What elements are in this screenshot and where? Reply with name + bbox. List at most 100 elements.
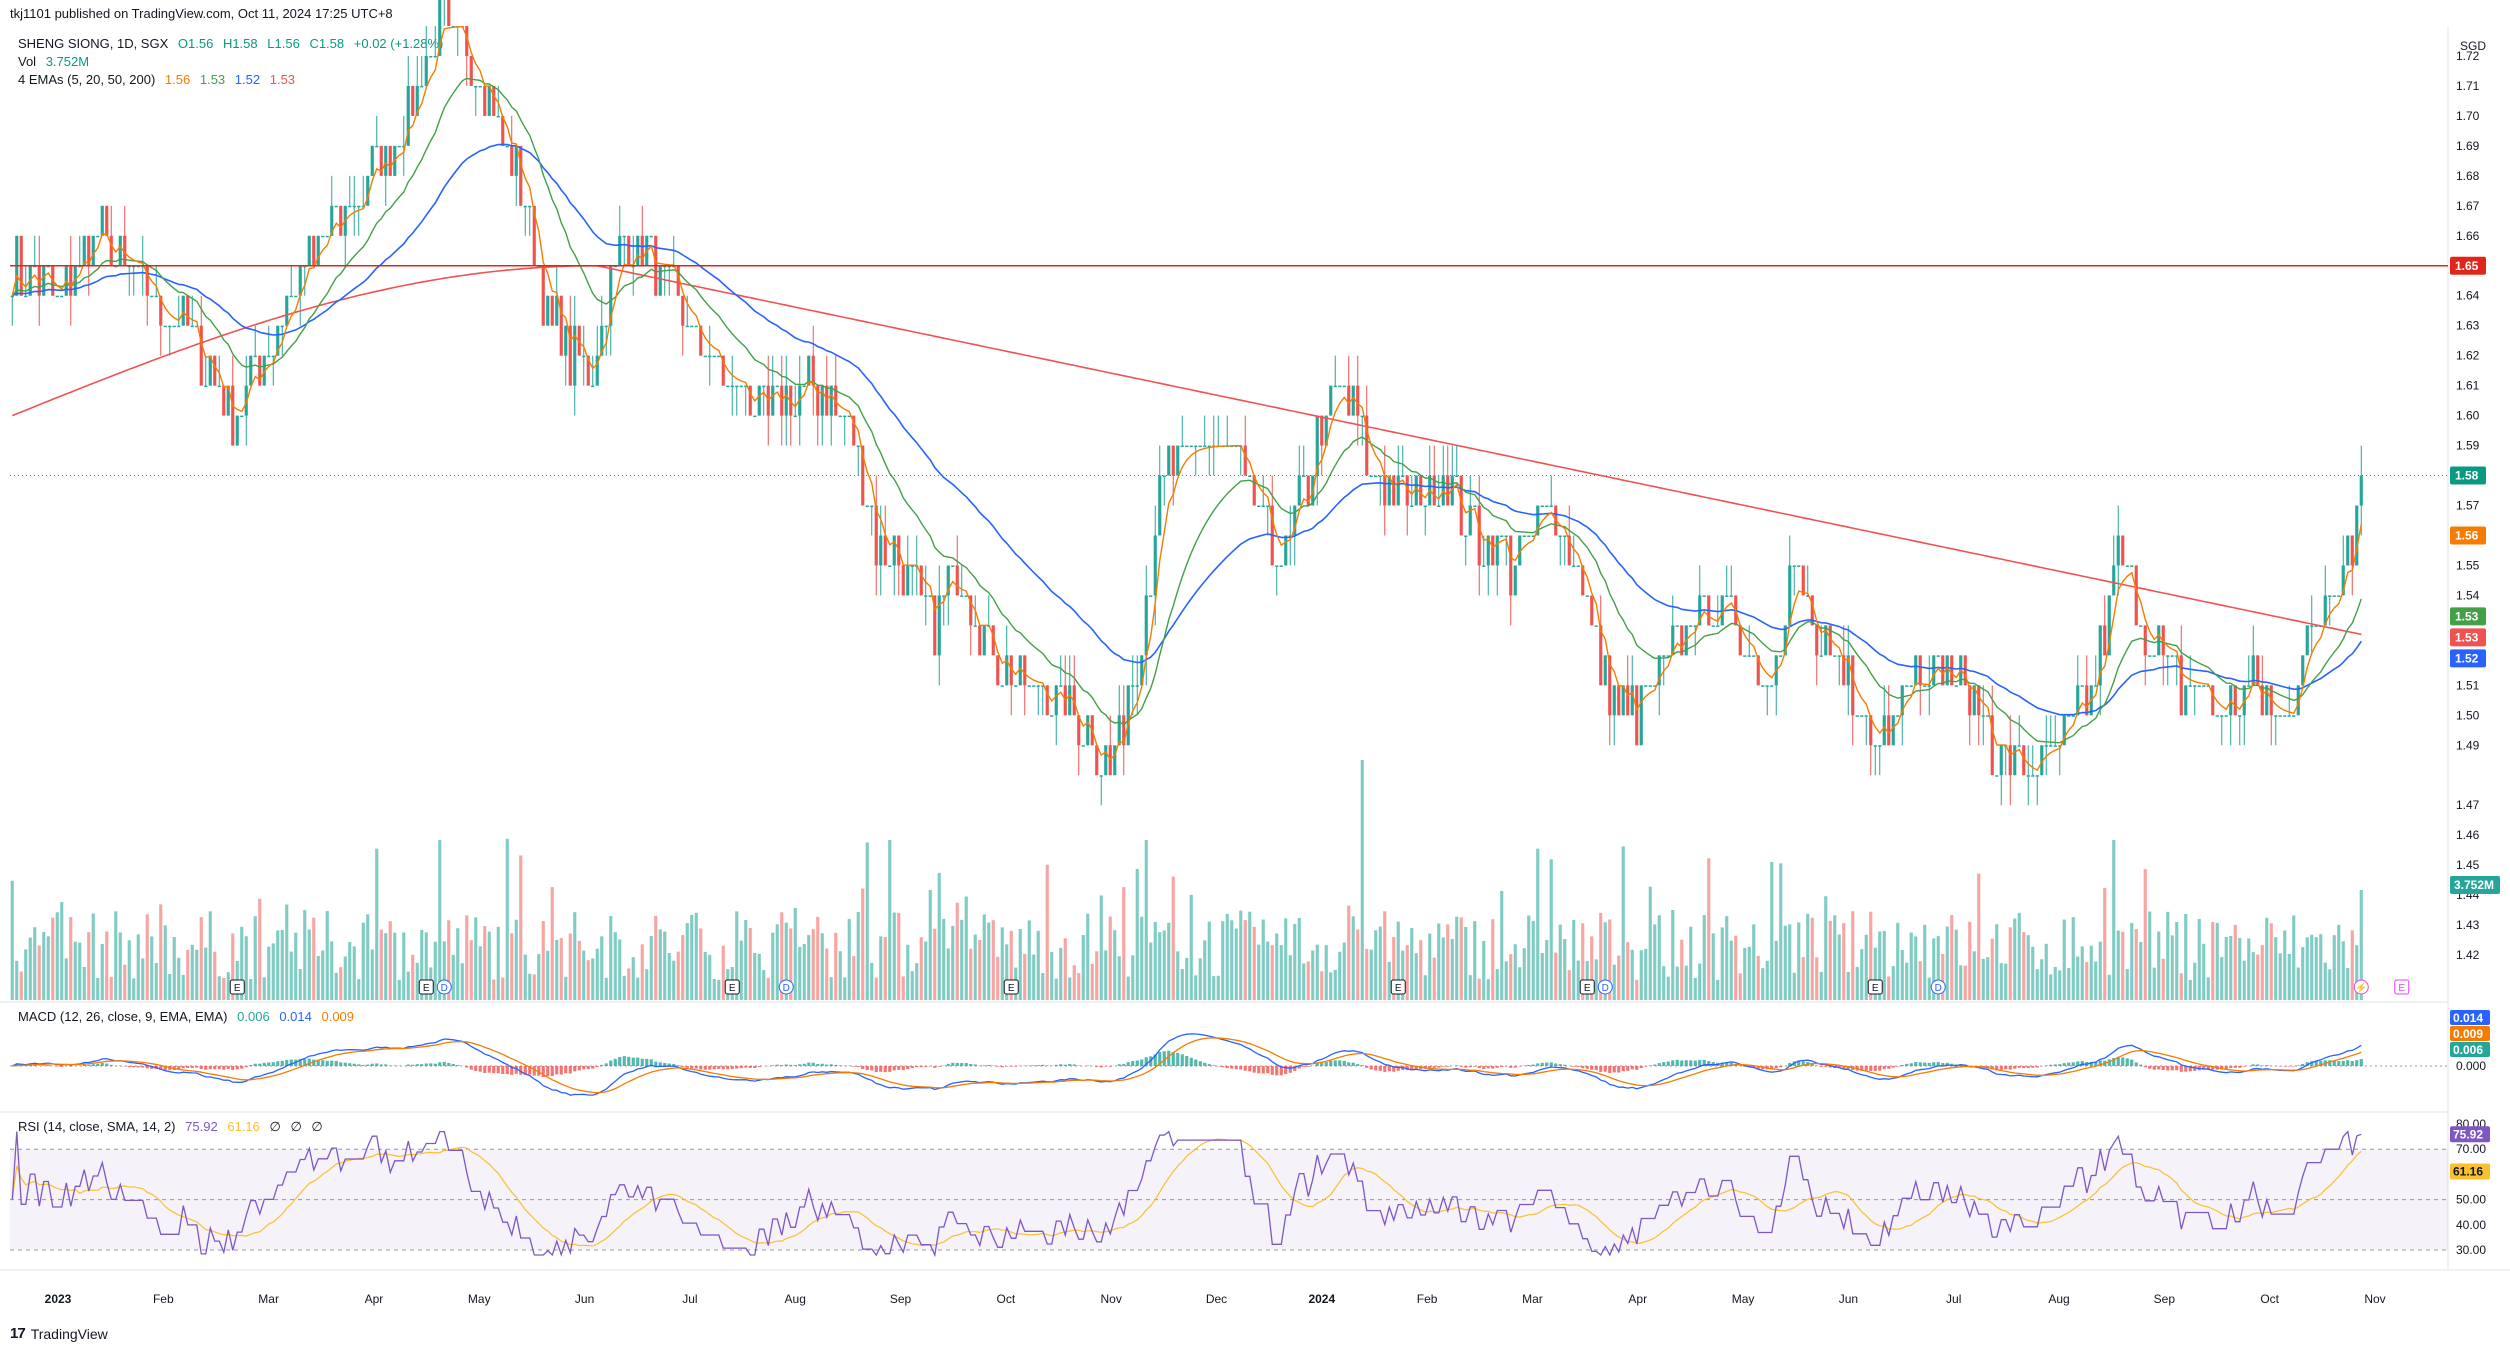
candle-body (1968, 685, 1972, 716)
candle-body (1054, 685, 1058, 716)
candle-body (744, 385, 748, 388)
macd-hist-bar (1270, 1066, 1274, 1075)
volume-bar (42, 932, 46, 1000)
macd-hist-bar (1540, 1062, 1544, 1066)
volume-bar (1365, 948, 1369, 1000)
macd-hist-bar (478, 1066, 482, 1072)
volume-bar (1162, 930, 1166, 1000)
candle-body (600, 325, 604, 356)
macd-hist-bar (1671, 1060, 1675, 1066)
volume-bar (145, 914, 149, 1000)
candle-body (1297, 475, 1301, 506)
volume-bar (276, 930, 280, 1000)
macd-hist-bar (802, 1063, 806, 1066)
volume-bar (393, 932, 397, 1000)
macd-hist-bar (186, 1066, 190, 1069)
candle-body (2287, 715, 2291, 717)
volume-bar (1338, 951, 1342, 1000)
macd-hist-bar (1320, 1063, 1324, 1066)
macd-hist-bar (1293, 1066, 1297, 1071)
macd-tick-label: 0.000 (2456, 1059, 2486, 1073)
candle-body (1900, 685, 1904, 716)
volume-bar (1549, 859, 1553, 1000)
candle-body (2125, 565, 2129, 567)
candle-body (316, 235, 320, 266)
macd-hist-bar (2328, 1060, 2332, 1066)
volume-bar (114, 911, 118, 1000)
volume-bar (1554, 952, 1558, 1000)
rsi-line (11, 1130, 2362, 1258)
volume-bar (847, 919, 851, 1000)
macd-hist-bar (1171, 1052, 1175, 1066)
macd-hist-bar (2044, 1065, 2048, 1066)
volume-bar (2274, 937, 2278, 1000)
candle-body (1788, 565, 1792, 626)
macd-hist-bar (1509, 1066, 1513, 1068)
candle-body (910, 565, 914, 567)
macd-hist-bar (357, 1064, 361, 1066)
macd-hist-bar (1131, 1061, 1135, 1066)
macd-hist-bar (793, 1065, 797, 1066)
candle-body (811, 355, 815, 386)
candle-body (879, 535, 883, 566)
volume-bar (1095, 951, 1099, 1000)
volume-bar (406, 971, 410, 1000)
volume-bar (123, 964, 127, 1000)
volume-bar (168, 974, 172, 1000)
volume-bar (775, 924, 779, 1000)
volume-bar (1869, 911, 1873, 1000)
macd-badge-bg (2450, 1010, 2490, 1025)
resistance-badge-text: 1.65 (2455, 259, 2479, 273)
macd-hist-bar (1900, 1064, 1904, 1066)
candle-body (1450, 475, 1454, 506)
macd-hist-bar (2094, 1061, 2098, 1066)
volume-bar (2292, 915, 2296, 1000)
volume-bar (1927, 977, 1931, 1000)
candle-body (181, 295, 185, 326)
macd-hist-bar (798, 1064, 802, 1066)
volume-bar (2256, 954, 2260, 1000)
macd-hist-bar (1621, 1066, 1625, 1072)
candle-body (1936, 655, 1940, 657)
candle-body (816, 385, 820, 416)
macd-hist-bar (2058, 1064, 2062, 1066)
macd-hist-bar (1585, 1066, 1589, 1069)
candle-body (325, 235, 329, 238)
candle-body (150, 295, 154, 298)
candle-body (402, 145, 406, 148)
macd-hist-bar (1221, 1066, 1225, 1068)
candle-body (388, 145, 392, 176)
candle-body (474, 85, 478, 88)
candle-body (483, 85, 487, 116)
volume-bar (1441, 937, 1445, 1000)
volume-bar (996, 956, 1000, 1000)
volume-bar (1653, 924, 1657, 1000)
candle-body (1383, 475, 1387, 506)
candle-body (1189, 445, 1193, 448)
volume-bar (240, 926, 244, 1000)
candle-body (1162, 475, 1166, 478)
volume-bar (1279, 945, 1283, 1000)
candle-body (1068, 685, 1072, 716)
candle-body (1077, 715, 1081, 746)
candle-body (505, 145, 509, 148)
event-markers: E E D E D E E E D E D ⚡ E (229, 979, 2410, 995)
candle-body (2112, 565, 2116, 596)
volume-bar (343, 956, 347, 1000)
volume-bar (789, 928, 793, 1000)
candle-body (699, 325, 703, 356)
volume-bar (1558, 924, 1562, 1000)
volume-bar (1126, 976, 1130, 1000)
candle-body (1387, 475, 1391, 506)
ema-label: 4 EMAs (5, 20, 50, 200) (18, 72, 156, 87)
macd-hist-bar (1315, 1063, 1319, 1066)
candle-body (1842, 655, 1846, 686)
volume-bar (838, 951, 842, 1000)
volume-bar (1747, 946, 1751, 1000)
candle-body (906, 565, 910, 596)
candle-body (1356, 385, 1360, 416)
candle-body (249, 355, 253, 386)
candle-body (330, 205, 334, 236)
resistance-badge-bg (2450, 256, 2486, 275)
